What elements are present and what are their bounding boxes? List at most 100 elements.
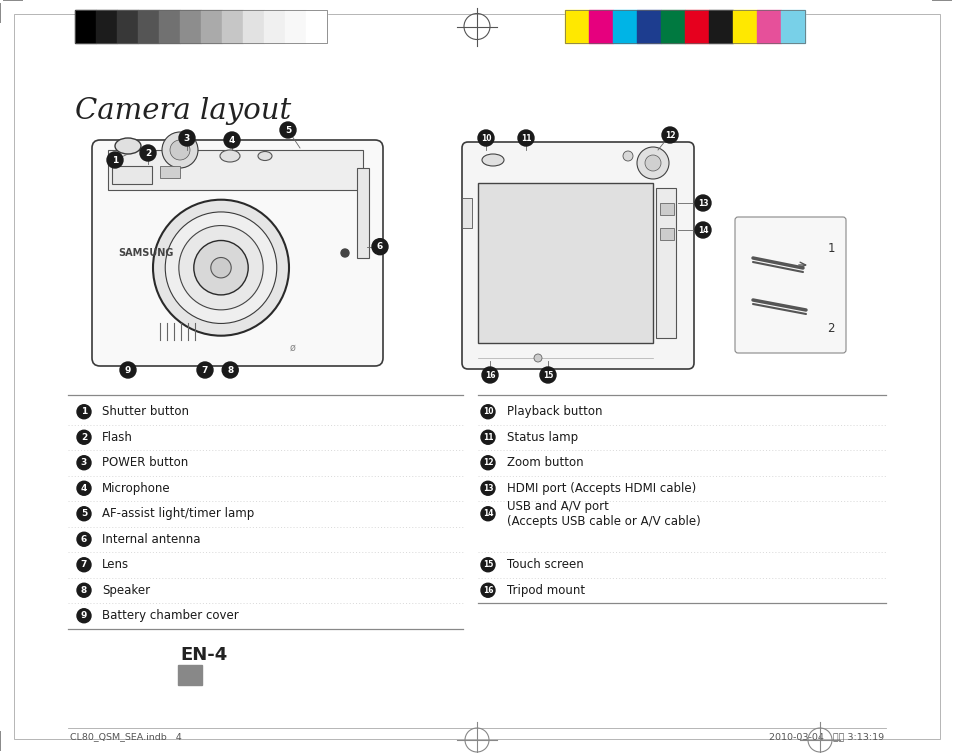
Bar (656, 188, 676, 338)
Bar (637, 10, 660, 43)
Text: 11: 11 (520, 133, 531, 142)
Circle shape (211, 258, 231, 278)
Circle shape (222, 362, 238, 378)
Text: 8: 8 (81, 586, 87, 595)
Text: Lens: Lens (102, 558, 129, 572)
Bar (264, 10, 285, 43)
Circle shape (534, 354, 541, 362)
Bar (461, 198, 472, 228)
Text: 7: 7 (202, 365, 208, 374)
Text: 5: 5 (285, 126, 291, 135)
Circle shape (477, 130, 494, 146)
Bar (285, 10, 306, 43)
Bar (660, 10, 684, 43)
Circle shape (193, 240, 248, 295)
Text: Shutter button: Shutter button (102, 405, 189, 418)
Text: 14: 14 (482, 509, 493, 518)
Text: Tripod mount: Tripod mount (506, 584, 584, 596)
Bar (306, 10, 327, 43)
Circle shape (480, 430, 495, 444)
Circle shape (644, 155, 660, 171)
Circle shape (372, 239, 388, 255)
Circle shape (637, 147, 668, 179)
Text: 16: 16 (484, 370, 495, 380)
Text: USB and A/V port: USB and A/V port (506, 500, 608, 514)
Circle shape (162, 132, 198, 168)
Text: 15: 15 (542, 370, 553, 380)
FancyBboxPatch shape (91, 140, 382, 366)
Bar (201, 10, 222, 43)
Text: (Accepts USB cable or A/V cable): (Accepts USB cable or A/V cable) (506, 515, 700, 529)
Bar (159, 10, 180, 43)
Circle shape (140, 145, 156, 161)
Ellipse shape (257, 151, 272, 160)
Text: 10: 10 (482, 407, 493, 416)
Circle shape (77, 608, 91, 623)
Bar (732, 10, 757, 43)
Text: 9: 9 (81, 611, 87, 620)
Text: 1: 1 (826, 242, 834, 255)
Text: 3: 3 (184, 133, 190, 142)
Bar (659, 228, 673, 240)
Circle shape (480, 558, 495, 572)
Text: 2: 2 (826, 322, 834, 334)
Text: 13: 13 (697, 199, 707, 208)
Text: 7: 7 (81, 560, 87, 569)
Bar (75, 10, 96, 43)
Text: Internal antenna: Internal antenna (102, 533, 200, 546)
Circle shape (77, 558, 91, 572)
Text: 2010-03-04   오후 3:13:19: 2010-03-04 오후 3:13:19 (768, 732, 883, 741)
Text: 9: 9 (125, 365, 132, 374)
Text: Camera layout: Camera layout (75, 97, 291, 125)
Text: 3: 3 (81, 459, 87, 468)
Circle shape (224, 132, 240, 148)
Circle shape (480, 584, 495, 597)
Circle shape (695, 222, 710, 238)
Text: 4: 4 (229, 136, 235, 145)
Bar (564, 10, 804, 43)
Circle shape (77, 456, 91, 470)
Text: POWER button: POWER button (102, 456, 188, 469)
Ellipse shape (220, 150, 240, 162)
Text: 14: 14 (697, 225, 707, 234)
Text: Microphone: Microphone (102, 482, 171, 495)
Bar (75, 10, 327, 43)
Text: AF-assist light/timer lamp: AF-assist light/timer lamp (102, 508, 254, 520)
FancyBboxPatch shape (734, 217, 845, 353)
Circle shape (539, 367, 556, 383)
Bar (180, 10, 201, 43)
Circle shape (179, 130, 194, 146)
Bar (477, 183, 652, 343)
Circle shape (695, 195, 710, 211)
Text: 4: 4 (81, 483, 87, 492)
Circle shape (152, 200, 289, 336)
Bar (588, 10, 613, 43)
Text: EN-4: EN-4 (180, 647, 227, 664)
Circle shape (196, 362, 213, 378)
Text: 11: 11 (482, 433, 493, 442)
Ellipse shape (481, 154, 503, 166)
Circle shape (77, 584, 91, 597)
Bar (613, 10, 637, 43)
Text: 6: 6 (81, 535, 87, 544)
Text: 12: 12 (664, 130, 675, 139)
Circle shape (481, 367, 497, 383)
Text: CL80_QSM_SEA.indb   4: CL80_QSM_SEA.indb 4 (70, 732, 182, 741)
Circle shape (165, 212, 276, 324)
Bar (117, 10, 138, 43)
Text: 15: 15 (482, 560, 493, 569)
Circle shape (77, 430, 91, 444)
Bar (781, 10, 804, 43)
Bar (108, 150, 363, 190)
Circle shape (178, 226, 263, 310)
Circle shape (170, 140, 190, 160)
Circle shape (480, 507, 495, 521)
Circle shape (77, 507, 91, 521)
Text: ø: ø (290, 343, 295, 353)
Text: Zoom button: Zoom button (506, 456, 583, 469)
Bar (564, 10, 588, 43)
Bar (160, 166, 180, 178)
Circle shape (77, 532, 91, 546)
Bar (659, 203, 673, 215)
Text: 16: 16 (482, 586, 493, 595)
